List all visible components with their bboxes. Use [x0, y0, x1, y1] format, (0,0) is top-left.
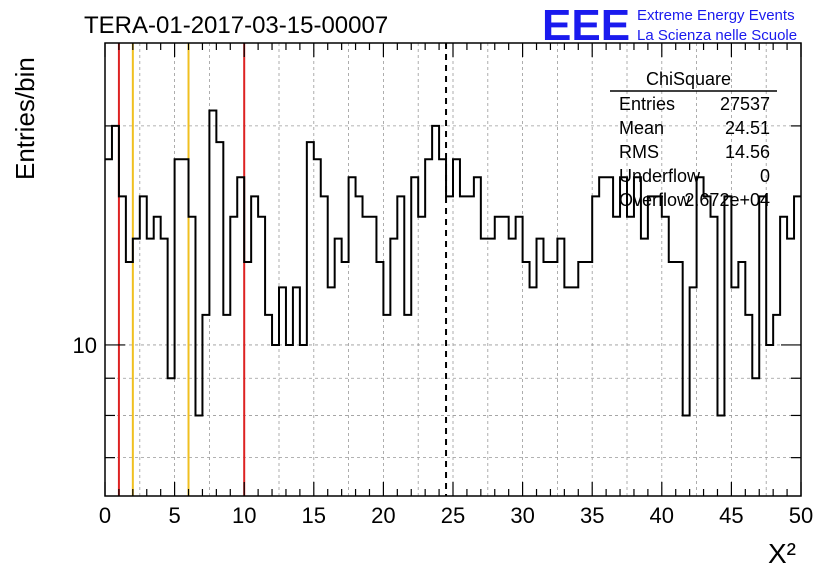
stats-value: 2.672e+04: [684, 190, 770, 210]
x-tick-label: 25: [441, 503, 465, 528]
reference-lines: [117, 43, 448, 496]
y-axis-label: Entries/bin: [10, 57, 40, 180]
x-tick-label: 10: [232, 503, 256, 528]
x-tick-label: 40: [650, 503, 674, 528]
axis-ticks: 0 5 10 15 20 25 30 35 40 45 50 10: [73, 43, 813, 528]
x-tick-label: 30: [510, 503, 534, 528]
stats-value: 14.56: [725, 142, 770, 162]
x-tick-label: 0: [99, 503, 111, 528]
eee-logo-line1: Extreme Energy Events: [637, 7, 795, 24]
eee-logo-mark: EEE: [542, 1, 630, 50]
stats-value: 0: [760, 166, 770, 186]
histogram-line: [105, 109, 801, 417]
stats-value: 24.51: [725, 118, 770, 138]
stats-value: 27537: [720, 94, 770, 114]
stats-label: Mean: [619, 118, 664, 138]
x-tick-label: 50: [789, 503, 813, 528]
stats-box: ChiSquare Entries 27537 Mean 24.51 RMS 14.56 U…: [610, 69, 777, 210]
x-tick-label: 15: [302, 503, 326, 528]
histogram-series: [105, 109, 801, 417]
chart-title: TERA-01-2017-03-15-00007: [84, 12, 388, 39]
x-tick-label: 35: [580, 503, 604, 528]
stats-label: RMS: [619, 142, 659, 162]
stats-label: Entries: [619, 94, 675, 114]
eee-logo-line2: La Scienza nelle Scuole: [637, 27, 797, 44]
stats-label: Overflow: [619, 190, 691, 210]
eee-logo: EEE Extreme Energy Events La Scienza nel…: [542, 1, 797, 50]
stats-title: ChiSquare: [646, 69, 731, 89]
x-axis-label: X²: [768, 538, 796, 569]
x-tick-label: 45: [719, 503, 743, 528]
grid: [105, 43, 801, 496]
x-tick-label: 20: [371, 503, 395, 528]
y-tick-label: 10: [73, 333, 97, 358]
x-tick-label: 5: [168, 503, 180, 528]
stats-label: Underflow: [619, 166, 701, 186]
